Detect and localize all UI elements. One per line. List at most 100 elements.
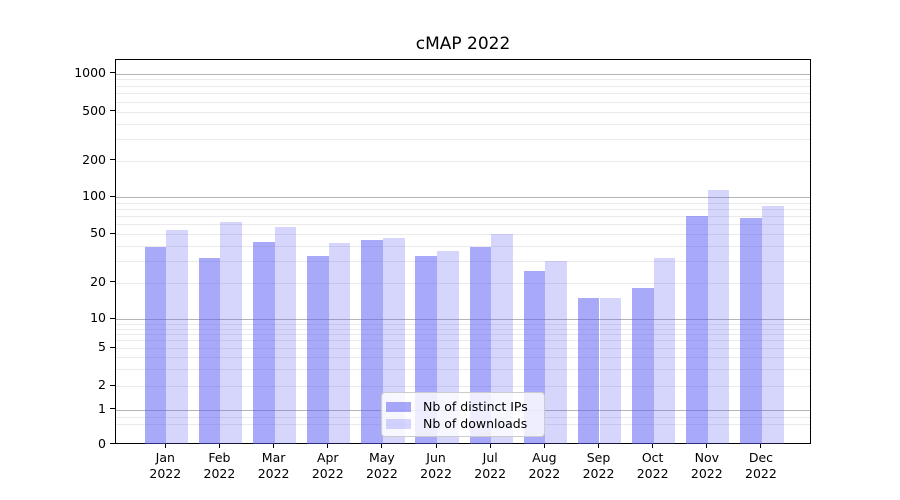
minor-gridline	[116, 369, 810, 371]
minor-gridline	[116, 209, 810, 211]
x-tick-label: Oct 2022	[625, 450, 681, 481]
minor-gridline	[116, 138, 810, 140]
x-tick-month: May	[368, 450, 395, 465]
x-tick-mark	[598, 443, 599, 448]
x-tick-year: 2022	[365, 465, 398, 481]
bar-downloads-dec	[761, 205, 784, 444]
minor-gridline	[116, 93, 810, 95]
y-tick-label: 2	[98, 377, 106, 393]
legend-item-distinct-ips: Nb of distinct IPs	[386, 398, 538, 415]
major-gridline	[116, 319, 810, 321]
x-tick-month: Apr	[316, 450, 339, 465]
bar-downloads-feb	[220, 221, 243, 444]
x-tick-mark	[435, 443, 437, 448]
y-tick-mark	[110, 443, 115, 444]
bar-downloads-aug	[545, 261, 568, 444]
x-tick-month: Sep	[586, 450, 611, 465]
x-tick-label: Apr 2022	[300, 450, 356, 481]
bar-distinct-ips-dec	[740, 217, 762, 444]
minor-gridline	[116, 334, 810, 336]
legend-label-distinct-ips: Nb of distinct IPs	[423, 399, 528, 414]
x-tick-label: Feb 2022	[191, 450, 247, 481]
y-tick-mark	[110, 195, 115, 197]
x-tick-month: Oct	[641, 450, 664, 465]
x-tick-year: 2022	[636, 465, 669, 481]
bar-distinct-ips-feb	[198, 257, 221, 444]
y-tick-label: 0	[98, 435, 106, 451]
x-tick-year: 2022	[582, 465, 615, 481]
plot-area	[115, 59, 811, 444]
x-tick-mark	[381, 443, 383, 448]
x-tick-label: Jun 2022	[408, 450, 464, 481]
minor-gridline	[116, 202, 810, 204]
x-tick-mark	[273, 443, 275, 448]
x-tick-mark	[327, 443, 329, 448]
y-tick-label: 10	[90, 310, 106, 326]
legend-label-downloads: Nb of downloads	[423, 416, 528, 431]
bar-downloads-jan	[166, 229, 188, 444]
x-tick-label: Jan 2022	[137, 450, 193, 481]
x-tick-year: 2022	[420, 465, 452, 481]
major-gridline	[116, 197, 810, 199]
x-tick-mark	[164, 443, 166, 448]
y-tick-mark	[110, 232, 115, 234]
y-tick-mark	[110, 408, 115, 409]
minor-gridline	[116, 160, 810, 162]
minor-gridline	[116, 340, 810, 342]
legend-swatch-distinct-ips	[386, 401, 411, 412]
minor-gridline	[116, 111, 810, 113]
x-tick-year: 2022	[690, 465, 723, 481]
y-tick-label: 1000	[74, 64, 106, 80]
x-tick-year: 2022	[257, 465, 290, 481]
x-tick-month: Dec	[748, 450, 774, 465]
y-tick-mark	[110, 72, 115, 74]
minor-gridline	[116, 101, 810, 103]
x-tick-mark	[543, 443, 545, 448]
bar-distinct-ips-mar	[252, 242, 275, 444]
bar-distinct-ips-sep	[577, 297, 600, 444]
x-tick-mark	[652, 443, 654, 448]
y-tick-label: 1	[98, 400, 106, 416]
x-tick-month: Mar	[261, 450, 286, 465]
x-tick-label: May 2022	[354, 450, 410, 481]
x-tick-label: Nov 2022	[679, 450, 735, 481]
y-tick-mark	[110, 384, 115, 386]
y-tick-label: 500	[82, 102, 106, 118]
x-tick-year: 2022	[528, 465, 561, 481]
x-tick-month: Jan	[155, 450, 175, 465]
x-tick-mark	[760, 443, 762, 448]
minor-gridline	[116, 282, 810, 284]
x-tick-month: Aug	[532, 450, 557, 465]
x-tick-month: Jul	[482, 450, 498, 465]
x-tick-label: Aug 2022	[516, 450, 572, 481]
bar-downloads-sep	[599, 297, 622, 444]
bar-distinct-ips-oct	[631, 288, 654, 444]
y-tick-label: 50	[90, 225, 106, 240]
bar-downloads-nov	[707, 189, 730, 444]
minor-gridline	[116, 261, 810, 263]
x-tick-label: Jul 2022	[462, 450, 518, 481]
bar-downloads-jul	[491, 234, 513, 444]
minor-gridline	[116, 216, 810, 218]
x-tick-label: Mar 2022	[246, 450, 302, 481]
bar-distinct-ips-jan	[144, 247, 167, 444]
x-tick-mark	[489, 443, 491, 448]
legend-swatch-downloads	[386, 418, 411, 429]
x-tick-year: 2022	[474, 465, 507, 481]
x-tick-label: Dec 2022	[733, 450, 789, 481]
y-tick-mark	[110, 317, 115, 319]
x-tick-year: 2022	[149, 465, 182, 481]
chart-title: cMAP 2022	[415, 34, 511, 54]
bar-downloads-apr	[328, 243, 351, 444]
legend: Nb of distinct IPs Nb of downloads	[381, 392, 545, 437]
minor-gridline	[116, 348, 810, 349]
minor-gridline	[116, 234, 810, 235]
minor-gridline	[116, 386, 810, 388]
bar-downloads-mar	[274, 227, 297, 444]
major-gridline	[116, 73, 810, 75]
minor-gridline	[116, 79, 810, 81]
x-tick-label: Sep 2022	[571, 450, 627, 481]
bar-distinct-ips-may	[361, 239, 383, 444]
x-tick-month: Feb	[208, 450, 231, 465]
